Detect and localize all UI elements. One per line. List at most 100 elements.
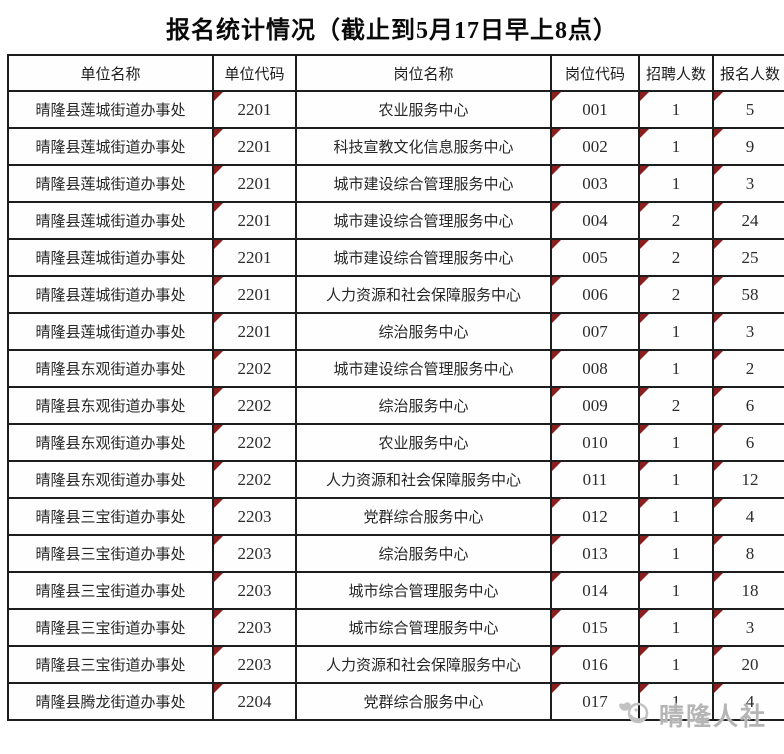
cell-position-name: 科技宣教文化信息服务中心 [295, 127, 552, 166]
cell-unit-name: 晴隆县腾龙街道办事处 [7, 682, 214, 721]
cell-applicant-count: 5 [712, 90, 784, 129]
column-header-recruit-count: 招聘人数 [638, 54, 714, 92]
cell-recruit-count: 1 [638, 497, 714, 536]
column-header-position-code: 岗位代码 [550, 54, 640, 92]
cell-unit-name: 晴隆县三宝街道办事处 [7, 534, 214, 573]
cell-unit-name: 晴隆县莲城街道办事处 [7, 127, 214, 166]
table-row: 晴隆县东观街道办事处 2202 农业服务中心 010 1 6 [7, 423, 784, 462]
table-row: 晴隆县东观街道办事处 2202 城市建设综合管理服务中心 008 1 2 [7, 349, 784, 388]
comment-marker-icon [715, 426, 723, 434]
column-header-unit-name: 单位名称 [7, 54, 214, 92]
column-header-position-name: 岗位名称 [295, 54, 552, 92]
cell-applicant-count: 9 [712, 127, 784, 166]
cell-position-name: 党群综合服务中心 [295, 682, 552, 721]
cell-recruit-count: 1 [638, 312, 714, 351]
comment-marker-icon [553, 574, 561, 582]
comment-marker-icon [715, 500, 723, 508]
comment-marker-icon [215, 167, 223, 175]
table-row: 晴隆县莲城街道办事处 2201 农业服务中心 001 1 5 [7, 90, 784, 129]
table-row: 晴隆县莲城街道办事处 2201 综治服务中心 007 1 3 [7, 312, 784, 351]
comment-marker-icon [715, 574, 723, 582]
cell-applicant-count: 3 [712, 164, 784, 203]
comment-marker-icon [553, 611, 561, 619]
comment-marker-icon [215, 204, 223, 212]
table-row: 晴隆县莲城街道办事处 2201 人力资源和社会保障服务中心 006 2 58 [7, 275, 784, 314]
cell-recruit-count: 1 [638, 682, 714, 721]
comment-marker-icon [715, 167, 723, 175]
comment-marker-icon [215, 130, 223, 138]
column-header-unit-code: 单位代码 [212, 54, 297, 92]
comment-marker-icon [641, 685, 649, 693]
comment-marker-icon [641, 204, 649, 212]
comment-marker-icon [641, 93, 649, 101]
comment-marker-icon [641, 574, 649, 582]
cell-applicant-count: 4 [712, 682, 784, 721]
comment-marker-icon [641, 167, 649, 175]
comment-marker-icon [641, 389, 649, 397]
cell-applicant-count: 3 [712, 608, 784, 647]
table-row: 晴隆县莲城街道办事处 2201 城市建设综合管理服务中心 003 1 3 [7, 164, 784, 203]
comment-marker-icon [215, 426, 223, 434]
comment-marker-icon [715, 241, 723, 249]
cell-unit-name: 晴隆县三宝街道办事处 [7, 608, 214, 647]
cell-position-name: 城市综合管理服务中心 [295, 571, 552, 610]
cell-position-code: 013 [550, 534, 640, 573]
cell-position-code: 002 [550, 127, 640, 166]
stats-table: 单位名称 单位代码 岗位名称 岗位代码 招聘人数 报名人数 晴隆县莲城街道办事处… [7, 54, 784, 721]
cell-position-code: 014 [550, 571, 640, 610]
cell-unit-code: 2201 [212, 127, 297, 166]
cell-applicant-count: 4 [712, 497, 784, 536]
table-row: 晴隆县三宝街道办事处 2203 综治服务中心 013 1 8 [7, 534, 784, 573]
cell-position-name: 城市建设综合管理服务中心 [295, 238, 552, 277]
cell-position-code: 003 [550, 164, 640, 203]
cell-unit-code: 2201 [212, 201, 297, 240]
table-row: 晴隆县莲城街道办事处 2201 科技宣教文化信息服务中心 002 1 9 [7, 127, 784, 166]
comment-marker-icon [553, 93, 561, 101]
cell-recruit-count: 1 [638, 349, 714, 388]
cell-recruit-count: 2 [638, 201, 714, 240]
cell-recruit-count: 1 [638, 534, 714, 573]
cell-unit-code: 2201 [212, 164, 297, 203]
comment-marker-icon [641, 463, 649, 471]
cell-unit-code: 2203 [212, 608, 297, 647]
cell-position-name: 人力资源和社会保障服务中心 [295, 460, 552, 499]
table-row: 晴隆县东观街道办事处 2202 人力资源和社会保障服务中心 011 1 12 [7, 460, 784, 499]
cell-unit-name: 晴隆县三宝街道办事处 [7, 497, 214, 536]
cell-unit-code: 2201 [212, 312, 297, 351]
table-row: 晴隆县莲城街道办事处 2201 城市建设综合管理服务中心 005 2 25 [7, 238, 784, 277]
table-row: 晴隆县东观街道办事处 2202 综治服务中心 009 2 6 [7, 386, 784, 425]
comment-marker-icon [641, 130, 649, 138]
cell-recruit-count: 1 [638, 127, 714, 166]
comment-marker-icon [641, 278, 649, 286]
comment-marker-icon [553, 241, 561, 249]
comment-marker-icon [641, 648, 649, 656]
cell-position-name: 综治服务中心 [295, 312, 552, 351]
cell-position-name: 综治服务中心 [295, 534, 552, 573]
cell-position-code: 008 [550, 349, 640, 388]
comment-marker-icon [215, 93, 223, 101]
comment-marker-icon [215, 685, 223, 693]
cell-position-code: 001 [550, 90, 640, 129]
cell-applicant-count: 24 [712, 201, 784, 240]
comment-marker-icon [553, 352, 561, 360]
cell-position-name: 农业服务中心 [295, 423, 552, 462]
comment-marker-icon [715, 463, 723, 471]
cell-position-code: 005 [550, 238, 640, 277]
comment-marker-icon [215, 537, 223, 545]
cell-unit-name: 晴隆县莲城街道办事处 [7, 275, 214, 314]
cell-position-code: 006 [550, 275, 640, 314]
cell-applicant-count: 8 [712, 534, 784, 573]
cell-recruit-count: 1 [638, 90, 714, 129]
comment-marker-icon [215, 278, 223, 286]
table-row: 晴隆县腾龙街道办事处 2204 党群综合服务中心 017 1 4 [7, 682, 784, 721]
cell-recruit-count: 1 [638, 645, 714, 684]
column-header-applicant-count: 报名人数 [712, 54, 784, 92]
cell-applicant-count: 6 [712, 423, 784, 462]
title-bar: 报名统计情况（截止到5月17日早上8点） [0, 0, 784, 54]
cell-position-code: 009 [550, 386, 640, 425]
comment-marker-icon [553, 537, 561, 545]
table-row: 晴隆县三宝街道办事处 2203 党群综合服务中心 012 1 4 [7, 497, 784, 536]
comment-marker-icon [215, 648, 223, 656]
comment-marker-icon [715, 648, 723, 656]
comment-marker-icon [715, 93, 723, 101]
